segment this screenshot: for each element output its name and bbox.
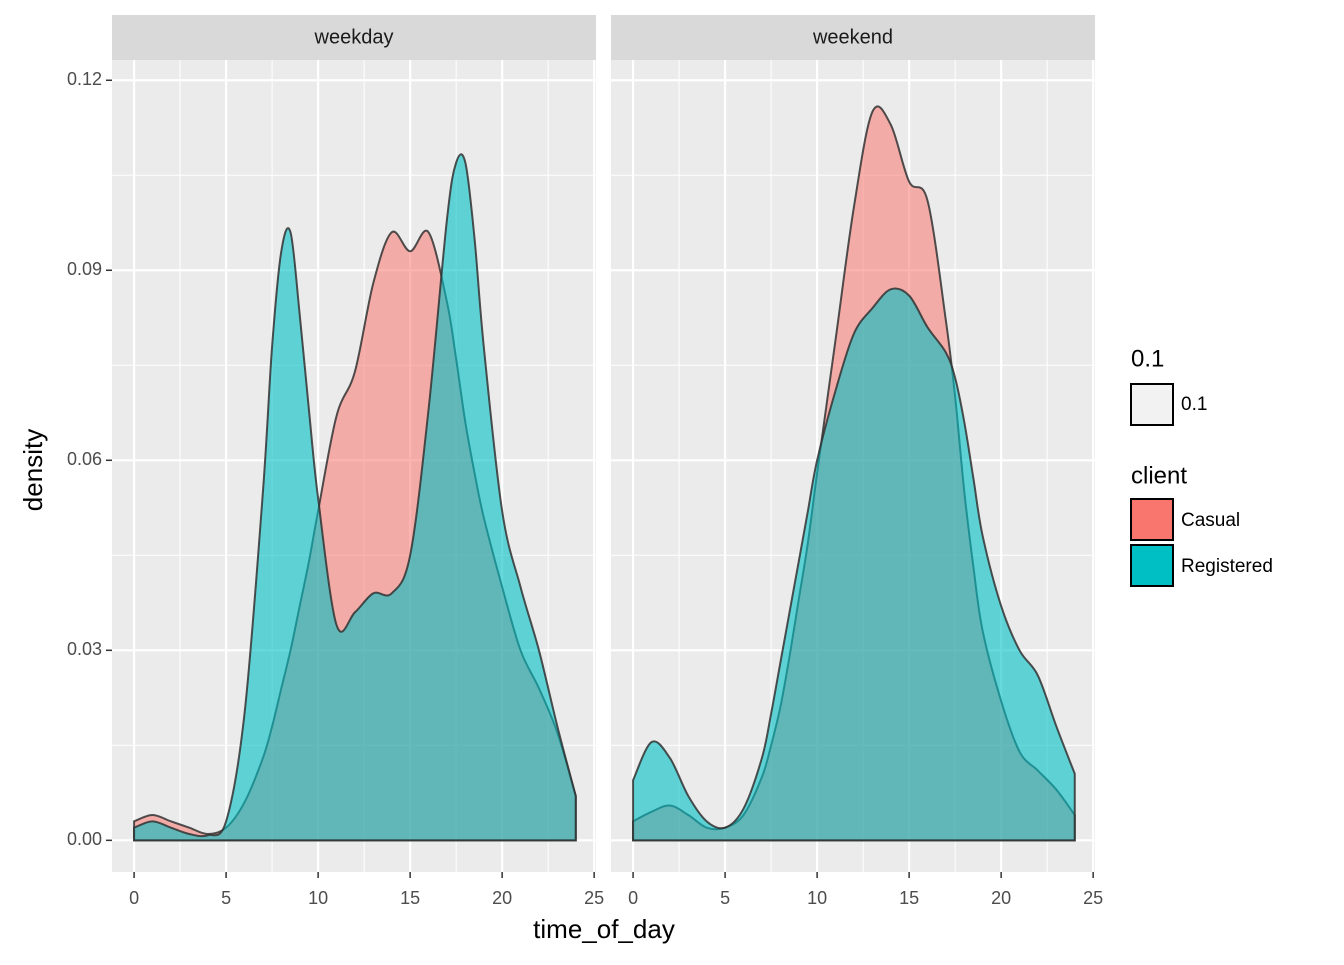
x-tick-label: 15 [400,888,420,908]
legend-label: Casual [1181,510,1240,531]
density-area [632,287,1076,842]
legend-title: 0.1 [1131,345,1164,372]
x-tick-label: 10 [308,888,328,908]
x-tick-label: 10 [807,888,827,908]
y-tick-label: 0.00 [67,829,102,849]
legend-label: 0.1 [1181,394,1207,415]
strip-label: weekend [812,26,893,48]
legend-key [1130,498,1174,541]
x-tick-label: 5 [720,888,730,908]
legend-key [1130,544,1174,587]
legend-label: Registered [1181,556,1273,577]
strip-background [611,15,1095,60]
x-tick-label: 0 [129,888,139,908]
x-tick-label: 20 [492,888,512,908]
y-tick-label: 0.12 [67,69,102,89]
y-tick-label: 0.06 [67,449,102,469]
density-area [133,153,577,842]
y-tick-label: 0.09 [67,259,102,279]
x-tick-label: 25 [1083,888,1103,908]
x-tick-label: 20 [991,888,1011,908]
x-tick-label: 25 [584,888,604,908]
legend-title: client [1131,462,1187,489]
x-tick-label: 0 [628,888,638,908]
legend-key [1130,383,1174,426]
strip-label: weekday [314,26,394,48]
y-axis-label: density [18,429,48,511]
x-tick-label: 5 [221,888,231,908]
x-tick-label: 15 [899,888,919,908]
strip-background [112,15,596,60]
y-tick-label: 0.03 [67,639,102,659]
x-axis-label: time_of_day [533,914,675,944]
